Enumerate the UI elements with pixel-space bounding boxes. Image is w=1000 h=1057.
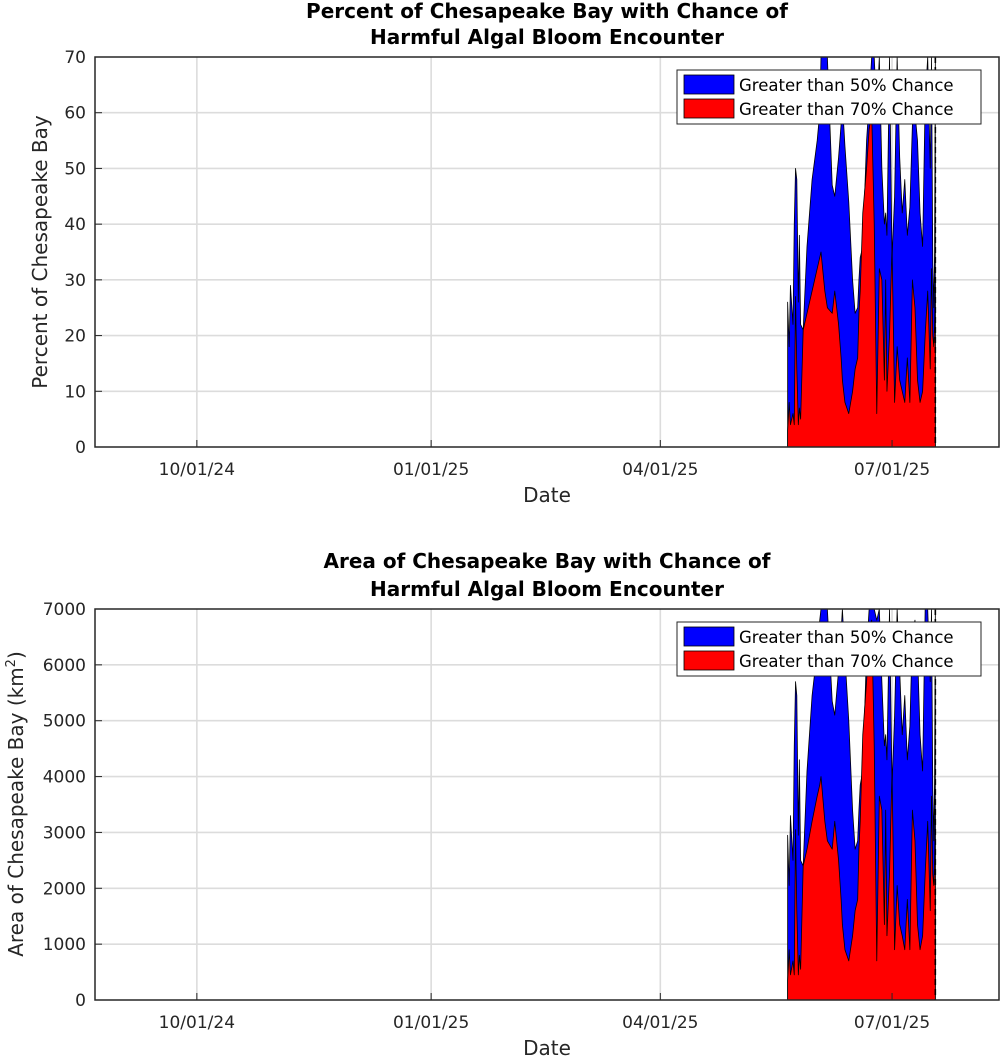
area-chart-x-ticks: 10/01/24 01/01/25 04/01/25 07/01/25 [159, 993, 930, 1033]
percent-chart-xtick-label-2: 04/01/25 [622, 460, 698, 480]
percent-chart-series [787, 56, 937, 448]
percent-chart-title-line-2: Harmful Algal Bloom Encounter [370, 25, 724, 49]
area-chart-y-axis-label: Area of Chesapeake Bay (km2) [4, 651, 28, 957]
area-chart-ytick-label-4: 4000 [43, 768, 86, 788]
percent-chart-title-line-1: Percent of Chesapeake Bay with Chance of [306, 0, 788, 23]
percent-chart-series-gt70-area [787, 112, 936, 448]
percent-chart-y-axis-label: Percent of Chesapeake Bay [28, 115, 52, 389]
area-chart-ytick-label-0: 0 [75, 991, 86, 1011]
percent-chart-xtick-label-1: 01/01/25 [393, 460, 469, 480]
area-chart-legend: Greater than 50% Chance Greater than 70%… [676, 621, 982, 677]
percent-chart-x-axis-label: Date [523, 483, 571, 507]
area-chart-y-ticks: 0 1000 2000 3000 4000 5000 6000 7000 [43, 600, 102, 1011]
percent-chart-ytick-label-1: 10 [64, 382, 86, 402]
area-chart-ytick-label-2: 2000 [43, 879, 86, 899]
area-chart-x-axis-label: Date [523, 1036, 571, 1057]
area-chart-xtick-label-3: 07/01/25 [854, 1013, 930, 1033]
percent-chart-ytick-label-5: 50 [64, 159, 86, 179]
area-chart-legend-swatch-70 [683, 650, 735, 671]
area-chart-ytick-label-1: 1000 [43, 935, 86, 955]
percent-chart-y-ticks: 0 10 20 30 40 50 60 70 [64, 48, 102, 458]
area-chart-xtick-label-2: 04/01/25 [622, 1013, 698, 1033]
area-chart: Area of Chesapeake Bay with Chance of Ha… [4, 549, 1000, 1057]
area-chart-ytick-label-6: 6000 [43, 656, 86, 676]
area-chart-title-line-1: Area of Chesapeake Bay with Chance of [323, 549, 770, 573]
percent-chart-axes-box [94, 56, 1000, 448]
percent-chart-ytick-label-6: 60 [64, 104, 86, 124]
percent-chart-xtick-label-0: 10/01/24 [159, 460, 235, 480]
percent-chart-legend-swatch-50 [683, 74, 735, 95]
percent-chart-x-ticks: 10/01/24 01/01/25 04/01/25 07/01/25 [159, 440, 930, 480]
percent-chart-ytick-label-3: 30 [64, 271, 86, 291]
area-chart-title-line-2: Harmful Algal Bloom Encounter [370, 577, 724, 601]
percent-chart-legend: Greater than 50% Chance Greater than 70%… [676, 69, 982, 125]
percent-chart-ytick-label-4: 40 [64, 215, 86, 235]
area-chart-legend-label-50: Greater than 50% Chance [739, 628, 954, 647]
area-chart-y-axis-label-text: Area of Chesapeake Bay (km [4, 667, 28, 956]
percent-chart-legend-swatch-70 [683, 98, 735, 119]
percent-chart-ytick-label-2: 20 [64, 327, 86, 347]
area-chart-xtick-label-1: 01/01/25 [393, 1013, 469, 1033]
area-chart-ytick-label-3: 3000 [43, 823, 86, 843]
area-chart-legend-label-70: Greater than 70% Chance [739, 652, 954, 671]
area-chart-series [787, 608, 937, 1001]
percent-chart: Percent of Chesapeake Bay with Chance of… [28, 0, 1000, 507]
percent-chart-y-axis-label-text: Percent of Chesapeake Bay [28, 115, 52, 389]
area-chart-y-axis-label-sup: 2 [4, 659, 19, 667]
area-chart-ytick-label-7: 7000 [43, 600, 86, 620]
percent-chart-legend-label-70: Greater than 70% Chance [739, 100, 954, 119]
percent-chart-xtick-label-3: 07/01/25 [854, 460, 930, 480]
percent-chart-ytick-label-0: 0 [75, 438, 86, 458]
area-chart-legend-swatch-50 [683, 626, 735, 647]
area-chart-axes-box [94, 608, 1000, 1001]
percent-chart-legend-label-50: Greater than 50% Chance [739, 76, 954, 95]
area-chart-xtick-label-0: 10/01/24 [159, 1013, 235, 1033]
area-chart-ytick-label-5: 5000 [43, 712, 86, 732]
area-chart-y-axis-label-tail: ) [4, 651, 28, 659]
percent-chart-ytick-label-7: 70 [64, 48, 86, 68]
